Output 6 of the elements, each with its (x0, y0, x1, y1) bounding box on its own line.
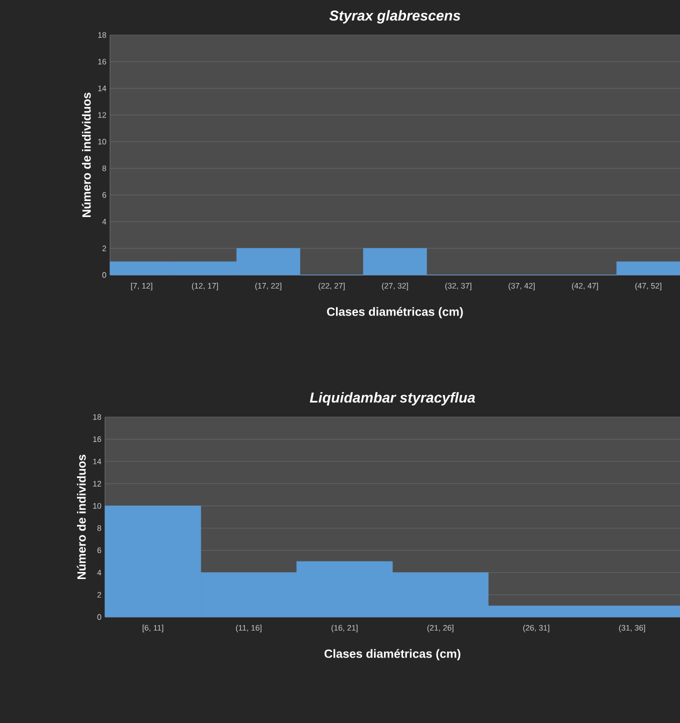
chart-title: Liquidambar styracyflua (310, 392, 475, 406)
x-axis-title: Clases diamétricas (cm) (327, 307, 463, 318)
y-axis-title: Número de individuos (76, 454, 86, 579)
x-axis-title: Clases diamétricas (cm) (324, 649, 460, 660)
chart-title: Styrax glabrescens (329, 10, 460, 24)
y-axis-title: Número de individuos (82, 92, 91, 217)
